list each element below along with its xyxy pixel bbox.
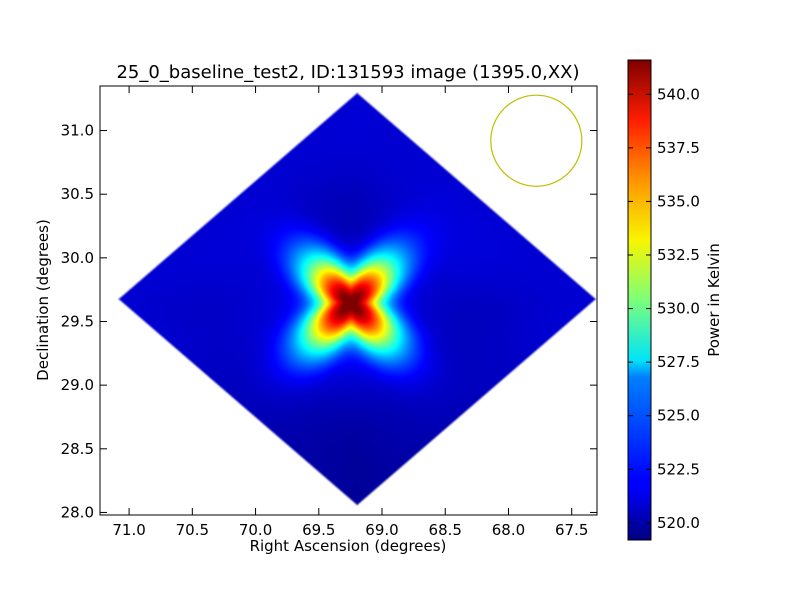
y-axis-label: Declination (degrees) [34,219,52,381]
y-tick-label: 30.5 [61,185,94,203]
colorbar-gradient [627,59,652,541]
plot-axes: 71.0 70.5 70.0 69.5 69.0 68.5 68.0 67.5 28.0 28.… [61,85,598,539]
chart-title: 25_0_baseline_test2, ID:131593 image (13… [116,62,579,83]
colorbar: 520.0 522.5 525.0 527.5 530.0 532.5 535.0 537.5… [627,59,723,541]
axes-frame [99,85,598,516]
y-tick-label: 30.0 [61,249,94,267]
x-tick-label: 71.0 [112,521,145,539]
x-tick-label: 67.5 [555,521,588,539]
colorbar-tick-label: 530.0 [657,300,700,318]
colorbar-tick-label: 520.0 [657,514,700,532]
colorbar-tick-label: 532.5 [657,246,700,264]
y-tick-label: 29.5 [61,313,94,331]
colorbar-tick-label: 537.5 [657,139,700,157]
colorbar-tick-label: 535.0 [657,192,700,210]
x-axis-label: Right Ascension (degrees) [250,537,447,555]
x-tick-label: 68.5 [429,521,462,539]
colorbar-tick-label: 540.0 [657,85,700,103]
y-tick-label: 28.0 [61,503,94,521]
y-tick-label: 31.0 [61,122,94,140]
x-tick-label: 68.0 [492,521,525,539]
beam-circle [490,94,583,187]
x-tick-label: 70.5 [176,521,209,539]
colorbar-tick-label: 522.5 [657,460,700,478]
y-tick-label: 28.5 [61,440,94,458]
x-tick-label: 70.0 [239,521,272,539]
x-tick-label: 69.5 [302,521,335,539]
x-tick-label: 69.0 [365,521,398,539]
heatmap-image [100,86,597,515]
colorbar-label: Power in Kelvin [705,243,723,357]
y-tick-label: 29.0 [61,376,94,394]
colorbar-tick-label: 525.0 [657,407,700,425]
colorbar-tick-label: 527.5 [657,353,700,371]
